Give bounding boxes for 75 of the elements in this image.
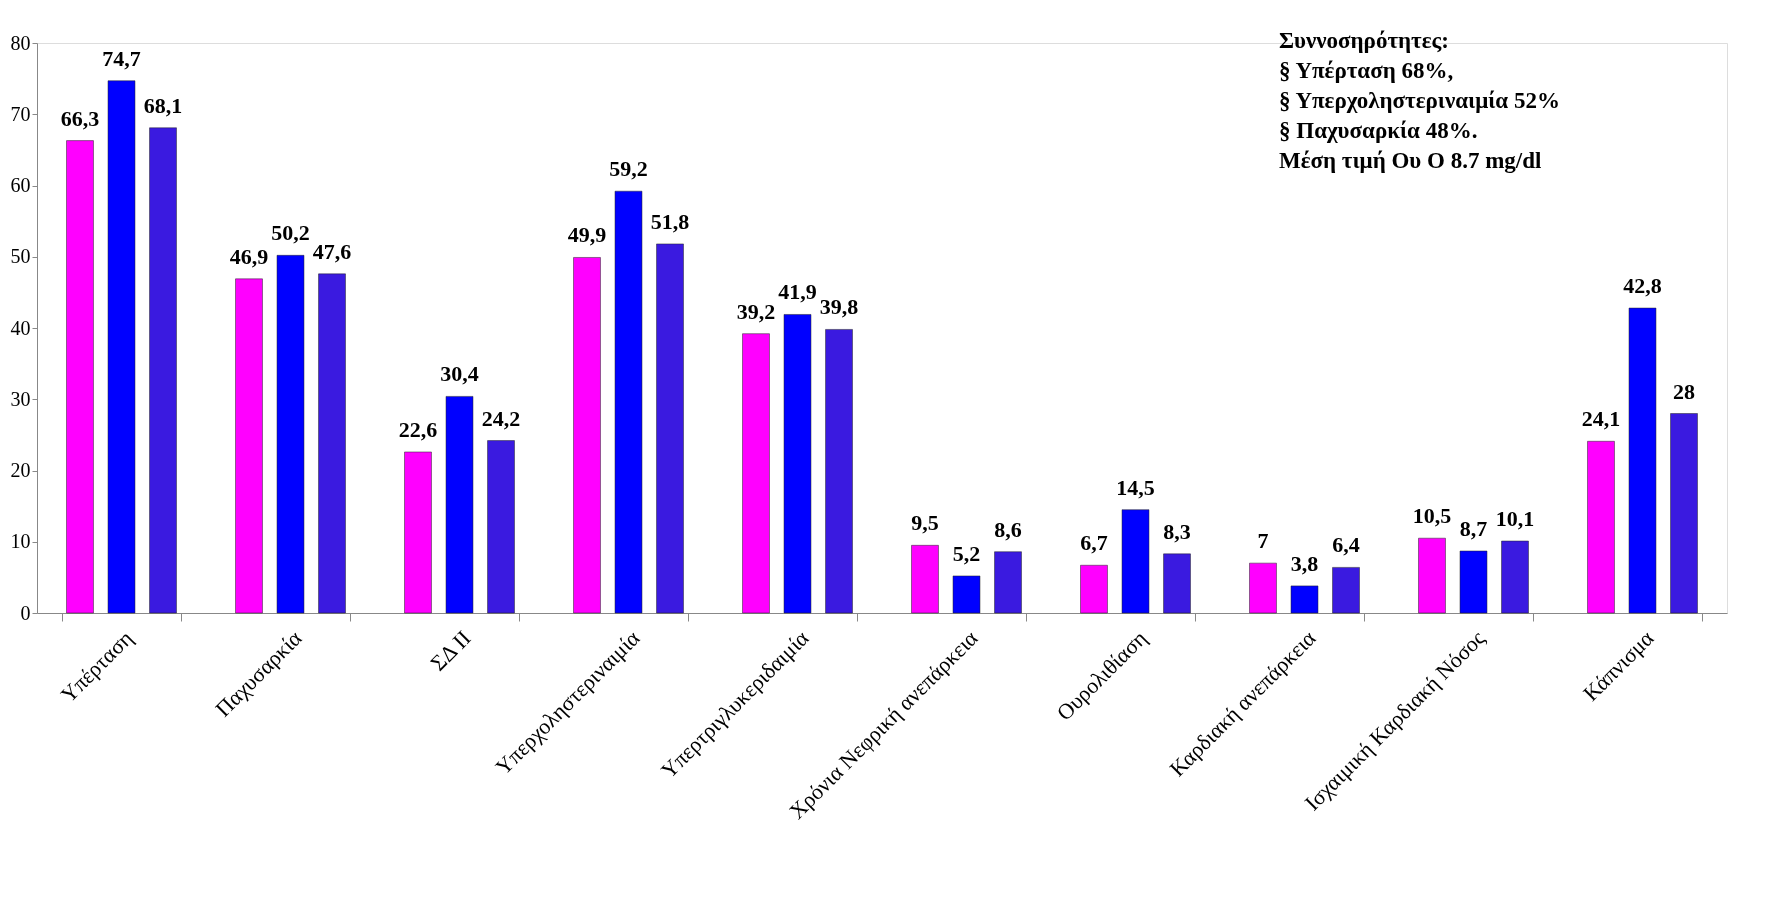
annotation: Μέση τιμή Ου Ο 8.7 mg/dl xyxy=(1279,148,1542,173)
data-label: 8,3 xyxy=(1163,518,1191,544)
data-label: 39,2 xyxy=(736,298,776,324)
bar xyxy=(911,545,939,614)
data-label: 9,5 xyxy=(911,510,939,536)
bar xyxy=(1332,567,1360,614)
bar xyxy=(1163,553,1191,614)
bar xyxy=(1290,585,1319,614)
data-label: 50,2 xyxy=(271,220,310,246)
bar xyxy=(1249,562,1277,614)
y-tick-label: 60 xyxy=(10,174,31,196)
data-label: 51,8 xyxy=(650,208,690,234)
data-label: 24,2 xyxy=(481,405,521,431)
bar xyxy=(825,329,853,614)
data-label: 39,8 xyxy=(819,294,859,320)
data-label: 8,6 xyxy=(994,516,1022,542)
data-label: 10,1 xyxy=(1495,506,1535,532)
data-label: 46,9 xyxy=(229,243,269,269)
bar xyxy=(1587,441,1615,614)
bar xyxy=(1080,565,1108,614)
bar xyxy=(952,575,981,614)
annotation: § Παχυσαρκία 48%. xyxy=(1279,118,1478,143)
data-label: 74,7 xyxy=(102,45,141,71)
data-label: 59,2 xyxy=(609,156,648,182)
bar xyxy=(742,333,770,614)
data-label: 6,4 xyxy=(1332,532,1360,558)
data-label: 30,4 xyxy=(440,361,479,387)
data-label: 42,8 xyxy=(1623,273,1662,299)
bar xyxy=(235,278,263,614)
y-tick-label: 0 xyxy=(20,601,31,624)
data-label: 10,5 xyxy=(1412,503,1452,529)
data-label: 14,5 xyxy=(1116,474,1155,500)
bar xyxy=(1121,509,1150,614)
bar xyxy=(487,440,515,614)
data-label: 66,3 xyxy=(60,105,100,131)
data-label: 68,1 xyxy=(143,92,183,118)
bar xyxy=(656,243,684,614)
data-label: 24,1 xyxy=(1581,406,1621,432)
y-tick-label: 20 xyxy=(10,459,31,481)
data-label: 3,8 xyxy=(1290,550,1319,576)
y-tick-label: 30 xyxy=(10,387,31,410)
bar xyxy=(573,257,601,614)
data-label: 28 xyxy=(1673,378,1696,404)
y-tick-label: 70 xyxy=(10,102,31,125)
bar xyxy=(1628,307,1657,614)
y-tick-label: 80 xyxy=(10,31,31,54)
bar xyxy=(1418,537,1446,614)
data-label: 7 xyxy=(1257,528,1269,554)
bar xyxy=(445,396,474,614)
bar xyxy=(783,314,812,614)
bar xyxy=(66,140,94,614)
bar xyxy=(318,273,346,614)
data-label: 22,6 xyxy=(398,416,438,442)
data-label: 41,9 xyxy=(778,279,817,305)
annotation: § Υπερχοληστεριναιμία 52% xyxy=(1279,88,1560,113)
data-label: 8,7 xyxy=(1459,516,1488,542)
y-tick-label: 40 xyxy=(10,316,31,339)
bar xyxy=(614,190,643,614)
x-tick-label: ΣΔ ΙΙ xyxy=(425,625,476,676)
data-label: 49,9 xyxy=(567,222,607,248)
bar xyxy=(994,551,1022,614)
bar xyxy=(276,255,305,614)
bar xyxy=(1501,540,1529,614)
bar xyxy=(1670,413,1698,614)
bar xyxy=(1459,550,1488,614)
y-tick-label: 10 xyxy=(10,530,31,553)
annotation: Συννοσηρότητες: xyxy=(1279,28,1449,53)
data-label: 47,6 xyxy=(312,238,352,264)
bar xyxy=(404,451,432,614)
y-tick-label: 50 xyxy=(10,245,31,268)
bar xyxy=(149,127,177,614)
data-label: 5,2 xyxy=(952,540,981,566)
data-label: 6,7 xyxy=(1080,530,1108,556)
bar xyxy=(107,80,136,614)
annotation: § Υπέρταση 68%, xyxy=(1279,58,1454,83)
